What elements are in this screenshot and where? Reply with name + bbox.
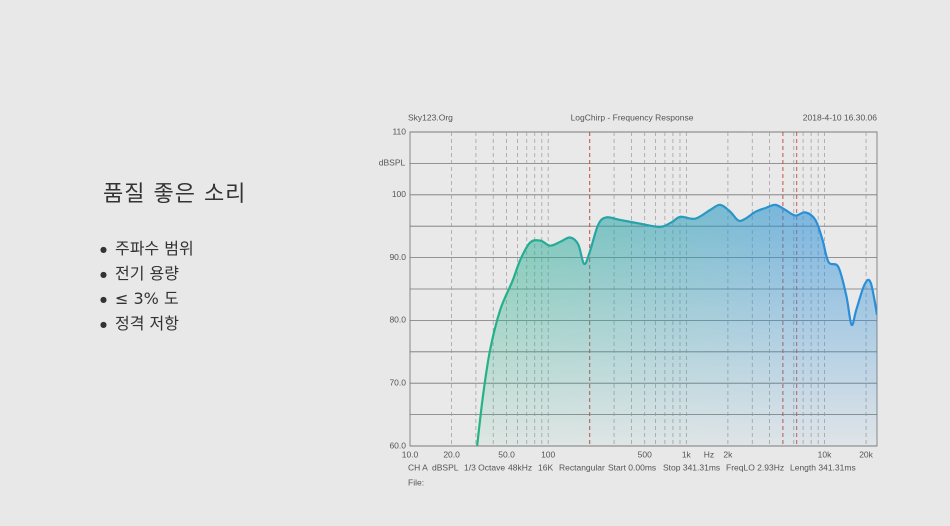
x-tick-label: 50.0: [498, 449, 515, 459]
file-label: File:: [408, 477, 424, 487]
footer-label: FreqLO 2.93Hz: [726, 462, 784, 472]
bullet: ≤ 3% 도: [100, 286, 194, 311]
slide-title: 품질 좋은 소리: [103, 182, 247, 207]
x-tick-label: 1k: [682, 449, 692, 459]
y-tick-label: 100: [392, 189, 406, 199]
footer-label: Start 0.00ms: [608, 462, 656, 472]
footer-label: Length 341.31ms: [790, 462, 856, 472]
y-axis-label: dBSPL: [379, 157, 406, 167]
x-tick-label: 10k: [818, 449, 832, 459]
y-tick-label: 80.0: [389, 315, 406, 325]
bullet-list: 주파수 범위전기 용량≤ 3% 도정격 저항: [100, 236, 194, 336]
x-axis-label: Hz: [704, 449, 714, 459]
response-line: [476, 203, 877, 446]
x-tick-label: 20.0: [443, 449, 460, 459]
header-left: Sky123.Org: [408, 112, 453, 122]
footer-label: CH A: [408, 462, 428, 472]
y-tick-label: 60.0: [389, 440, 406, 450]
y-tick-label: 90.0: [389, 252, 406, 262]
x-tick-label: 2k: [723, 449, 733, 459]
footer-label: dBSPL: [432, 462, 459, 472]
bullet: 전기 용량: [100, 261, 194, 286]
x-tick-label: 100: [541, 449, 555, 459]
footer-label: Rectangular: [559, 462, 605, 472]
footer-label: Stop 341.31ms: [663, 462, 720, 472]
bullet: 정격 저항: [100, 311, 194, 336]
header-right: 2018-4-10 16.30.06: [803, 112, 877, 122]
x-tick-label: 500: [638, 449, 652, 459]
bullet: 주파수 범위: [100, 236, 194, 261]
response-area: [477, 204, 877, 446]
y-tick-label: 110: [392, 126, 406, 136]
x-tick-label: 20k: [859, 449, 873, 459]
footer-label: 1/3 Octave: [464, 462, 505, 472]
y-tick-label: 70.0: [389, 377, 406, 387]
x-tick-label: 10.0: [402, 449, 419, 459]
header-center: LogChirp - Frequency Response: [571, 112, 694, 122]
footer-label: 16K: [538, 462, 553, 472]
footer-label: 48kHz: [508, 462, 532, 472]
